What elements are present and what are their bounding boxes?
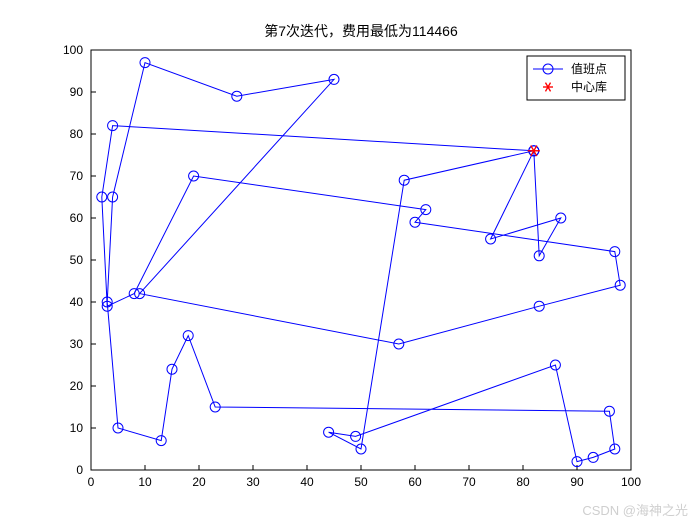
svg-text:50: 50 bbox=[354, 475, 368, 489]
svg-text:70: 70 bbox=[462, 475, 476, 489]
svg-text:第7次迭代，费用最低为114466: 第7次迭代，费用最低为114466 bbox=[264, 23, 458, 39]
svg-text:90: 90 bbox=[570, 475, 584, 489]
svg-text:80: 80 bbox=[516, 475, 530, 489]
svg-text:中心库: 中心库 bbox=[571, 79, 607, 94]
svg-text:50: 50 bbox=[70, 253, 84, 267]
watermark: CSDN @海神之光 bbox=[582, 500, 688, 519]
svg-text:0: 0 bbox=[76, 463, 83, 477]
svg-text:10: 10 bbox=[70, 421, 84, 435]
svg-text:90: 90 bbox=[70, 85, 84, 99]
svg-text:80: 80 bbox=[70, 127, 84, 141]
svg-text:0: 0 bbox=[88, 475, 95, 489]
route-chart: 0 10 20 30 40 50 60 70 80 90 100 0 10 20 30 40 50 60 70 80 9… bbox=[0, 0, 700, 525]
svg-text:20: 20 bbox=[192, 475, 206, 489]
svg-text:60: 60 bbox=[70, 211, 84, 225]
svg-text:40: 40 bbox=[70, 295, 84, 309]
svg-text:100: 100 bbox=[621, 475, 641, 489]
svg-text:40: 40 bbox=[300, 475, 314, 489]
svg-text:30: 30 bbox=[246, 475, 260, 489]
svg-text:100: 100 bbox=[63, 43, 83, 57]
svg-text:70: 70 bbox=[70, 169, 84, 183]
svg-text:20: 20 bbox=[70, 379, 84, 393]
svg-text:值班点: 值班点 bbox=[571, 61, 607, 76]
svg-text:60: 60 bbox=[408, 475, 422, 489]
svg-text:30: 30 bbox=[70, 337, 84, 351]
svg-text:10: 10 bbox=[138, 475, 152, 489]
